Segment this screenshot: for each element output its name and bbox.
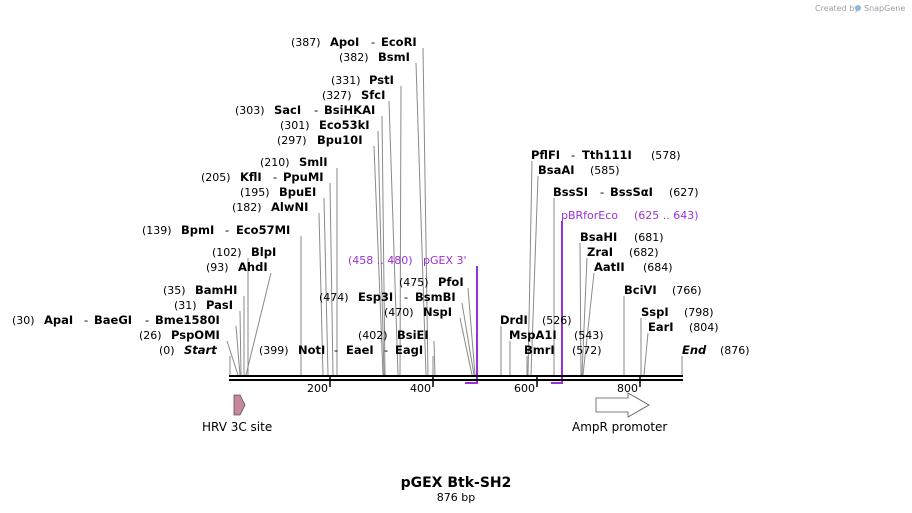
site-bsaai[interactable]: BsaAI (585) xyxy=(538,159,620,178)
leader-bpu10i xyxy=(373,145,384,376)
site-bmri[interactable]: BmrI (572) xyxy=(524,339,602,358)
site-alwni[interactable]: (182) AlwNI xyxy=(232,196,308,215)
primer-pbrfor-label[interactable]: pBRforEco (625 .. 643) xyxy=(561,204,699,223)
leader-sfci xyxy=(388,100,399,376)
site-pasi[interactable]: (31) PasI xyxy=(174,294,233,313)
leader-eari xyxy=(643,332,649,376)
site-nspi[interactable]: (470) NspI xyxy=(384,301,452,320)
leader-pspomi xyxy=(226,340,239,376)
leader-bsaai xyxy=(530,175,539,376)
tick-label-200: 200 xyxy=(307,382,328,395)
site-end[interactable]: End (876) xyxy=(682,339,750,358)
site-ahdi[interactable]: (93) AhdI xyxy=(206,256,268,275)
site-smli[interactable]: (210) SmlI xyxy=(260,151,328,170)
tick-label-800: 800 xyxy=(617,382,638,395)
site-sspi[interactable]: SspI (798) xyxy=(641,301,714,320)
site-bsmi[interactable]: (382) BsmI xyxy=(339,46,410,65)
leader-pasi xyxy=(239,310,242,376)
site-mspa1i[interactable]: MspA1I (543) xyxy=(509,324,604,343)
tick-label-400: 400 xyxy=(410,382,431,395)
site-blpi[interactable]: (102) BlpI xyxy=(212,241,276,260)
leader-alwni xyxy=(318,212,324,376)
site-sfci[interactable]: (327) SfcI xyxy=(322,84,385,103)
site-bpu10i[interactable]: (297) Bpu10I xyxy=(277,129,362,148)
tick-label-600: 600 xyxy=(514,382,535,395)
site-bsssi-bsssai[interactable]: BssSI - BssSαI (627) xyxy=(553,181,699,200)
leader-bsiei xyxy=(433,340,436,376)
site-start[interactable]: (0) Start xyxy=(159,339,217,358)
site-apai-baegi-bme1580i[interactable]: (30) ApaI - BaeGI - Bme1580I xyxy=(12,309,220,328)
site-bsahi[interactable]: BsaHI (681) xyxy=(580,226,664,245)
brand-created-by: Created by xyxy=(815,4,859,13)
site-labels-right: PflFI - Tth111I (578) BsaAI (585) BssSI … xyxy=(500,144,750,358)
leader-esp3i xyxy=(461,302,475,376)
sequence-backbone: 200 400 600 800 xyxy=(229,375,683,395)
site-pspomi[interactable]: (26) PspOMI xyxy=(139,324,220,343)
site-noti-eaei-eagi[interactable]: (399) NotI - EaeI - EagI xyxy=(259,339,423,358)
leader-lines xyxy=(226,47,683,376)
leader-zrai xyxy=(581,257,588,376)
leader-nspi xyxy=(459,317,473,376)
site-esp3i-bsmbi[interactable]: (474) Esp3I - BsmBI xyxy=(319,286,456,305)
site-bamhi[interactable]: (35) BamHI xyxy=(163,279,237,298)
leader-bpuei xyxy=(323,197,329,376)
feature-label-ampr: AmpR promoter xyxy=(572,420,667,434)
feature-hrv-3c-site[interactable]: HRV 3C site xyxy=(202,394,272,434)
leader-bsmi xyxy=(415,62,427,376)
leader-bsahi xyxy=(579,242,582,376)
brand-name: SnapGene xyxy=(864,4,905,13)
site-eco53ki[interactable]: (301) Eco53kI xyxy=(280,114,370,133)
snapgene-brand: Created by SnapGene xyxy=(815,4,905,13)
primer-marks xyxy=(465,221,563,384)
site-kfli-ppumi[interactable]: (205) KflI - PpuMI xyxy=(201,166,324,185)
site-bcivi[interactable]: BciVI (766) xyxy=(624,279,702,298)
leader-apai xyxy=(235,325,241,376)
map-length: 876 bp xyxy=(437,491,475,504)
leader-aatii xyxy=(582,272,595,376)
site-apoi-ecori[interactable]: (387) ApoI - EcoRI xyxy=(291,31,417,50)
site-labels-center: (399) NotI - EaeI - EagI (402) BsiEI (47… xyxy=(259,249,467,358)
map-title-block: pGEX Btk-SH2 876 bp xyxy=(401,475,512,504)
snapgene-logo-icon xyxy=(855,5,861,11)
site-drdi[interactable]: DrdI (526) xyxy=(500,309,572,328)
site-pfoi[interactable]: (475) PfoI xyxy=(399,271,464,290)
site-zrai[interactable]: ZraI (682) xyxy=(587,241,659,260)
site-saci-bsihkai[interactable]: (303) SacI - BsiHKAI xyxy=(235,99,375,118)
site-bsiei[interactable]: (402) BsiEI xyxy=(358,324,429,343)
ampr-arrow-icon[interactable] xyxy=(595,392,650,418)
site-pflfi-tth111i[interactable]: PflFI - Tth111I (578) xyxy=(531,144,681,163)
leader-saci xyxy=(381,115,386,376)
hrv-arrow-icon[interactable] xyxy=(233,394,246,416)
site-aatii[interactable]: AatII (684) xyxy=(594,256,673,275)
map-title: pGEX Btk-SH2 xyxy=(401,475,512,491)
leader-ahdi xyxy=(245,272,272,376)
leader-pfoi xyxy=(467,287,476,376)
backbone-top-strand xyxy=(229,375,683,377)
feature-label-hrv: HRV 3C site xyxy=(202,420,272,434)
feature-ampr-promoter[interactable]: AmpR promoter xyxy=(572,392,667,434)
site-eari[interactable]: EarI (804) xyxy=(648,316,719,335)
leader-eco53ki xyxy=(377,130,385,376)
leader-psti xyxy=(399,85,402,376)
leader-apoi xyxy=(422,47,429,376)
site-psti[interactable]: (331) PstI xyxy=(331,69,394,88)
leader-kfli xyxy=(329,182,334,376)
site-bpmi-eco57mi[interactable]: (139) BpmI - Eco57MI xyxy=(142,219,290,238)
site-labels-left: (387) ApoI - EcoRI (382) BsmI (331) PstI… xyxy=(12,31,417,358)
leader-pflfi xyxy=(527,160,533,376)
backbone-bottom-strand xyxy=(229,379,683,381)
primer-pgex3-label[interactable]: (458 .. 480) pGEX 3' xyxy=(348,249,467,268)
site-bpuei[interactable]: (195) BpuEI xyxy=(240,181,316,200)
